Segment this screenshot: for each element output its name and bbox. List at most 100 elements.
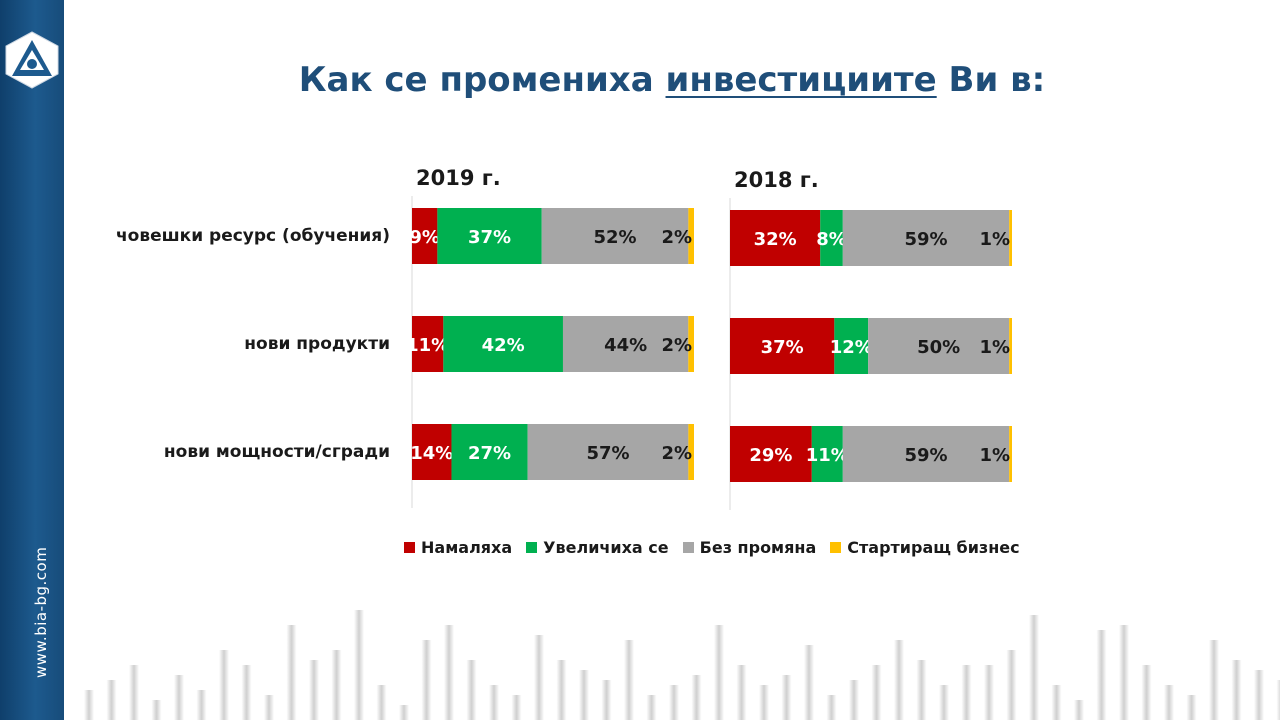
decor-bar [534,635,544,720]
legend-item-decreased: Намаляха [404,538,512,557]
decor-bar [961,665,972,720]
decor-bar [579,670,589,720]
chart-title-2018: 2018 г. [734,168,819,192]
bar-2018-increased-2 [811,426,843,482]
bar-2019-increased-2 [451,424,528,480]
data-label-2018-increased-0: 8% [816,229,847,250]
bar-2019-unchanged-0 [541,208,689,264]
data-label-2019-decreased-2: 14% [410,443,453,464]
bar-2019-decreased-2 [412,424,452,480]
decor-bar [399,705,409,720]
category-label-new-products: нови продукти [244,334,390,354]
decor-bar [106,680,117,720]
decor-bar [309,660,319,720]
data-label-2019-unchanged-1: 44% [604,335,647,356]
data-label-2018-decreased-2: 29% [749,445,792,466]
bar-2019-startup-2 [688,424,694,480]
stacked-bar-charts: 9% 37% 52% 2% 11% 42% 44% 2% 14% 27% 57% 2% 32% 8% 59%… [406,196,1012,510]
bar-2018-unchanged-1 [868,318,1010,374]
bar-2018-unchanged-0 [842,210,1010,266]
decor-bar [1254,670,1264,720]
bar-2018-decreased-0 [730,210,821,266]
decor-bar [556,660,567,720]
sidebar: www.bia-bg.com [0,0,64,720]
decor-bar [984,665,994,720]
decor-bar [196,690,207,720]
data-label-2019-decreased-0: 9% [409,227,440,248]
decor-bar [1231,660,1242,720]
category-label-training: човешки ресурс (обучения) [115,226,390,246]
data-label-2019-startup-0: 2% [661,227,692,248]
bar-2019-startup-1 [688,316,694,372]
decor-bar [331,650,342,720]
data-label-2019-increased-2: 27% [468,443,511,464]
decor-bar [286,625,297,720]
category-label-new-buildings: нови мощности/сгради [163,442,390,462]
bar-2018-startup-2 [1009,426,1012,482]
legend-label-unchanged: Без промяна [699,538,817,557]
legend-swatch-decreased [404,542,415,553]
decor-bar [1186,695,1197,720]
decor-bar [489,685,499,720]
decor-bar [939,685,949,720]
bia-logo-icon [5,31,59,89]
bar-2019-unchanged-1 [562,316,689,372]
chart-title-2019: 2019 г. [416,166,501,190]
decor-bar [1141,665,1152,720]
decor-bar [916,660,927,720]
data-label-2018-decreased-0: 32% [754,229,797,250]
data-label-2019-startup-2: 2% [661,443,692,464]
title-text-end: Ви в: [936,60,1046,100]
data-label-2019-decreased-1: 11% [406,335,449,356]
decor-bar [804,645,814,720]
decor-bar [421,640,432,720]
decor-bar [601,680,612,720]
title-text-underlined: инвестициите [665,60,937,100]
bar-2018-startup-0 [1009,210,1012,266]
decor-bar [129,665,139,720]
bar-2019-unchanged-2 [527,424,689,480]
data-label-2018-startup-0: 1% [979,229,1010,250]
legend-item-startup: Стартиращ бизнес [830,538,1020,557]
data-label-2018-unchanged-0: 59% [904,229,947,250]
legend-label-increased: Увеличиха се [543,538,669,557]
decor-bar [444,625,454,720]
bar-2018-decreased-1 [730,318,835,374]
bar-2018-decreased-2 [730,426,812,482]
bar-2019-startup-0 [688,208,694,264]
decor-bar [624,640,634,720]
data-label-2019-startup-1: 2% [661,335,692,356]
legend-swatch-unchanged [682,542,694,553]
decor-bar [376,685,387,720]
bar-2019-increased-0 [437,208,542,264]
data-label-2019-increased-0: 37% [468,227,511,248]
data-label-2018-increased-2: 11% [806,445,849,466]
decor-bar [1051,685,1062,720]
decor-bar [1074,700,1084,720]
decor-bar [466,660,477,720]
decor-bar [849,680,859,720]
data-label-2018-unchanged-2: 59% [904,445,947,466]
data-label-2019-increased-1: 42% [482,335,525,356]
chart-legend: Намаляха Увеличиха се Без промяна Старти… [404,538,1020,557]
legend-label-decreased: Намаляха [421,538,513,557]
decor-bar [511,695,522,720]
decor-bar [84,690,94,720]
decor-bar [1096,630,1107,720]
decor-bar [1209,640,1219,720]
decor-bar [354,610,364,720]
decor-bar [691,675,702,720]
bar-2018-increased-0 [820,210,843,266]
decor-bar [241,665,252,720]
decor-bar [759,685,769,720]
bar-2018-startup-1 [1009,318,1012,374]
page-title: Как се промениха инвестициите Ви в: [0,60,1280,100]
bar-2018-unchanged-2 [842,426,1010,482]
bar-2019-decreased-0 [412,208,438,264]
decor-bar [736,665,747,720]
data-label-2018-unchanged-1: 50% [917,337,960,358]
decor-bar [219,650,229,720]
title-text-start: Как се промениха [298,60,666,100]
decor-bar [151,700,162,720]
decor-bar [174,675,184,720]
